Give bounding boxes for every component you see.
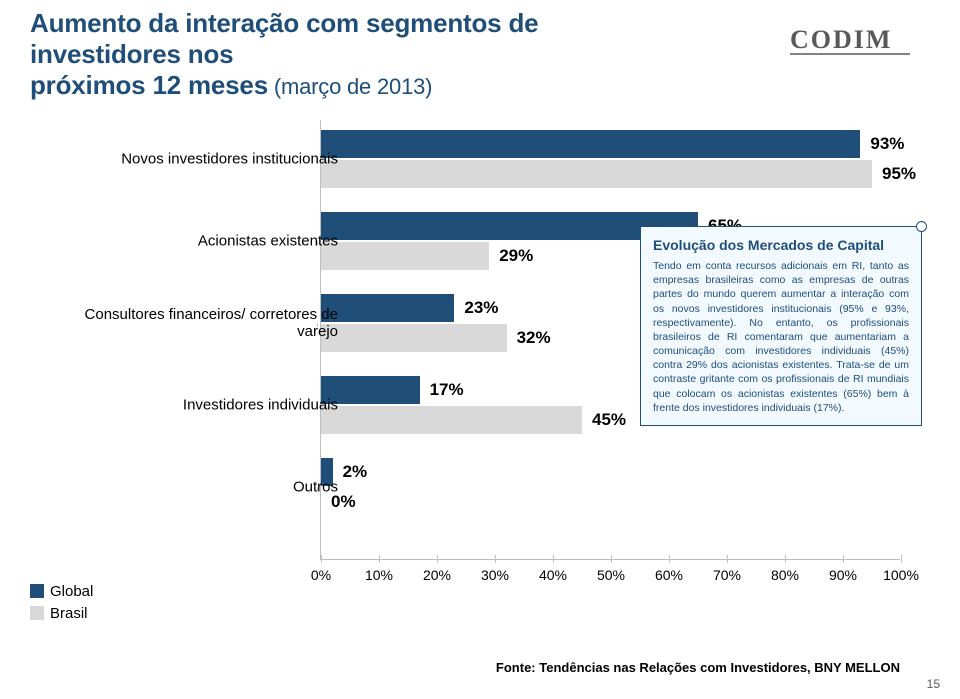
callout-box: Evolução dos Mercados de Capital Tendo e… bbox=[640, 226, 922, 426]
x-tick-label: 20% bbox=[423, 567, 451, 583]
x-tick-label: 10% bbox=[365, 567, 393, 583]
title-line1: Aumento da interação com segmentos de in… bbox=[30, 8, 670, 70]
x-tick bbox=[611, 555, 612, 563]
x-tick-label: 60% bbox=[655, 567, 683, 583]
bar-value-label: 45% bbox=[592, 410, 626, 430]
legend-item-brasil: Brasil bbox=[30, 602, 93, 624]
x-tick-label: 90% bbox=[829, 567, 857, 583]
slide: Aumento da interação com segmentos de in… bbox=[0, 0, 960, 699]
x-tick bbox=[669, 555, 670, 563]
source-text: Fonte: Tendências nas Relações com Inves… bbox=[496, 660, 900, 675]
bar-brasil bbox=[321, 406, 582, 434]
x-tick-label: 40% bbox=[539, 567, 567, 583]
brand-logo: CODIM bbox=[790, 24, 930, 60]
x-tick bbox=[843, 555, 844, 563]
bar-value-label: 32% bbox=[517, 328, 551, 348]
x-tick-label: 30% bbox=[481, 567, 509, 583]
x-tick bbox=[553, 555, 554, 563]
legend: Global Brasil bbox=[30, 580, 93, 624]
legend-item-global: Global bbox=[30, 580, 93, 602]
title-rest: (março de 2013) bbox=[268, 74, 432, 99]
title-strong: próximos 12 meses bbox=[30, 70, 268, 100]
x-tick bbox=[901, 555, 902, 563]
x-tick-label: 70% bbox=[713, 567, 741, 583]
bar-value-label: 95% bbox=[882, 164, 916, 184]
bar-global bbox=[321, 130, 860, 158]
x-tick bbox=[437, 555, 438, 563]
x-tick bbox=[321, 555, 322, 563]
category-label: Consultores financeiros/ corretores de v… bbox=[58, 306, 338, 340]
callout-connector-dot bbox=[916, 221, 927, 232]
x-tick-label: 80% bbox=[771, 567, 799, 583]
title-line2: próximos 12 meses (março de 2013) bbox=[30, 70, 670, 101]
bar-value-label: 29% bbox=[499, 246, 533, 266]
x-tick-label: 50% bbox=[597, 567, 625, 583]
x-tick bbox=[379, 555, 380, 563]
x-tick bbox=[495, 555, 496, 563]
callout-title: Evolução dos Mercados de Capital bbox=[653, 237, 909, 253]
x-tick-label: 100% bbox=[883, 567, 919, 583]
legend-swatch bbox=[30, 584, 44, 598]
category-label: Novos investidores institucionais bbox=[58, 151, 338, 168]
category-label: Outros bbox=[58, 479, 338, 496]
page-title: Aumento da interação com segmentos de in… bbox=[30, 8, 670, 101]
bar-brasil bbox=[321, 160, 872, 188]
legend-swatch bbox=[30, 606, 44, 620]
x-tick bbox=[727, 555, 728, 563]
legend-label: Brasil bbox=[50, 605, 88, 622]
bar-value-label: 93% bbox=[870, 134, 904, 154]
bar-value-label: 23% bbox=[464, 298, 498, 318]
bar-value-label: 17% bbox=[430, 380, 464, 400]
page-number: 15 bbox=[927, 677, 940, 691]
callout-body: Tendo em conta recursos adicionais em RI… bbox=[653, 259, 909, 415]
x-tick-label: 0% bbox=[311, 567, 331, 583]
category-label: Investidores individuais bbox=[58, 397, 338, 414]
legend-label: Global bbox=[50, 583, 93, 600]
category-label: Acionistas existentes bbox=[58, 233, 338, 250]
bar-brasil bbox=[321, 324, 507, 352]
bar-value-label: 2% bbox=[343, 462, 368, 482]
bar-global bbox=[321, 294, 454, 322]
x-tick bbox=[785, 555, 786, 563]
bar-brasil bbox=[321, 242, 489, 270]
logo-text: CODIM bbox=[790, 25, 892, 54]
